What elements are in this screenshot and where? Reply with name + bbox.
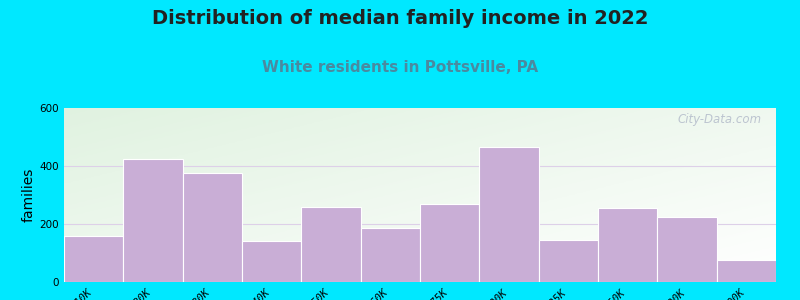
Bar <box>182 173 242 282</box>
Bar <box>538 240 598 282</box>
Bar <box>717 260 776 282</box>
Text: Distribution of median family income in 2022: Distribution of median family income in … <box>152 9 648 28</box>
Bar <box>361 228 420 282</box>
Y-axis label: families: families <box>22 168 35 222</box>
Bar <box>123 159 182 282</box>
Bar <box>420 204 479 282</box>
Bar <box>302 207 361 282</box>
Bar <box>658 217 717 282</box>
Bar <box>64 236 123 282</box>
Bar <box>598 208 658 282</box>
Text: White residents in Pottsville, PA: White residents in Pottsville, PA <box>262 60 538 75</box>
Text: City-Data.com: City-Data.com <box>678 113 762 126</box>
Bar <box>242 242 302 282</box>
Bar <box>479 147 538 282</box>
